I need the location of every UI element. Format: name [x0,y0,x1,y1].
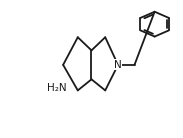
Text: H₂N: H₂N [47,83,67,93]
Text: N: N [114,60,122,70]
